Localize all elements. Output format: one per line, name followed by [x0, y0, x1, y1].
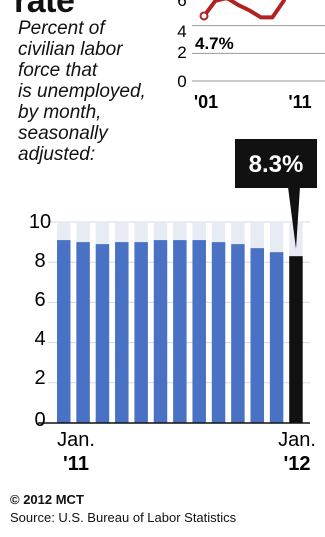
inset-y-ticks: 6 4 2 0: [177, 0, 186, 91]
data-bar: [134, 242, 148, 423]
inset-x-tick-label: '11: [288, 92, 311, 112]
data-bar: [211, 242, 226, 423]
ghost-bar: [57, 222, 71, 241]
data-bar: [173, 240, 187, 423]
callout-value: 8.3%: [249, 151, 304, 178]
main-callout: 8.3%: [235, 139, 317, 249]
main-ghost-bars: [57, 222, 303, 257]
description-line: civilian labor: [18, 39, 123, 60]
description-line: Percent of: [18, 18, 105, 39]
main-y-tick-label: 6: [34, 289, 45, 311]
callout-box: [235, 139, 317, 188]
inset-annotation-label: 4.7%: [195, 34, 234, 53]
ghost-bar: [95, 222, 110, 245]
data-bar: [115, 242, 129, 423]
inset-start-point: [199, 11, 209, 21]
ghost-bar: [211, 222, 226, 243]
description-line: is unemployed,: [18, 81, 146, 102]
ghost-bar: [231, 222, 245, 245]
main-x-tick-label: '12: [283, 453, 310, 475]
data-bar: [57, 240, 71, 423]
description-line: by month,: [18, 102, 102, 123]
data-bar: [76, 242, 90, 423]
main-y-ticks: 10 8 6 4 2 0: [29, 211, 51, 431]
data-bar: [250, 248, 264, 423]
description-line: force that: [18, 60, 98, 81]
description-line: seasonally: [18, 123, 108, 144]
chart-title-fragment: rate: [14, 0, 75, 20]
copyright-note: © 2012 MCT: [10, 492, 84, 507]
ghost-bar: [250, 222, 264, 249]
main-bars: [57, 240, 303, 423]
highlight-bar: [289, 256, 303, 423]
chart-footer: © 2012 MCT Source: U.S. Bureau of Labor …: [10, 491, 236, 527]
main-x-tick-label: '11: [63, 453, 89, 475]
inset-y-tick-label: 0: [177, 72, 186, 91]
main-x-ticks: Jan. '11 Jan. '12: [57, 429, 316, 475]
inset-x-tick-label: '01: [194, 92, 218, 112]
inset-grid: [192, 25, 325, 82]
ghost-bar: [269, 222, 284, 253]
data-bar: [192, 240, 206, 423]
ghost-bar: [153, 222, 168, 241]
ghost-bar: [115, 222, 129, 243]
main-y-tick-label: 4: [34, 328, 45, 350]
description-line: adjusted:: [18, 144, 96, 165]
chart-description: Percent of civilian labor force that is …: [18, 18, 188, 165]
main-bar-chart: 10 8 6 4 2 0 Jan. '11 Jan. '12 8.3%: [29, 139, 317, 475]
inset-y-tick-label: 4: [177, 22, 186, 41]
ghost-bar: [192, 222, 206, 241]
main-y-tick-label: 2: [34, 367, 45, 389]
data-bar: [269, 252, 284, 423]
data-bar: [153, 240, 168, 423]
inset-y-tick-label: 2: [177, 43, 186, 62]
data-bar: [95, 244, 110, 423]
source-note: Source: U.S. Bureau of Labor Statistics: [10, 510, 237, 525]
main-x-tick-label: Jan.: [57, 429, 95, 451]
main-y-tick-label: 10: [29, 211, 51, 233]
inset-y-tick-label: 6: [177, 0, 186, 10]
callout-pointer: [288, 187, 300, 249]
ghost-bar: [76, 222, 90, 243]
ghost-bar: [173, 222, 187, 241]
data-bar: [231, 244, 245, 423]
inset-line-chart: 6 4 2 0 4.7% '01 '11: [177, 0, 325, 112]
main-x-tick-label: Jan.: [278, 429, 316, 451]
main-y-tick-label: 0: [34, 409, 45, 431]
ghost-bar: [134, 222, 148, 243]
main-y-tick-label: 8: [34, 250, 45, 272]
inset-line-series: [202, 0, 287, 20]
